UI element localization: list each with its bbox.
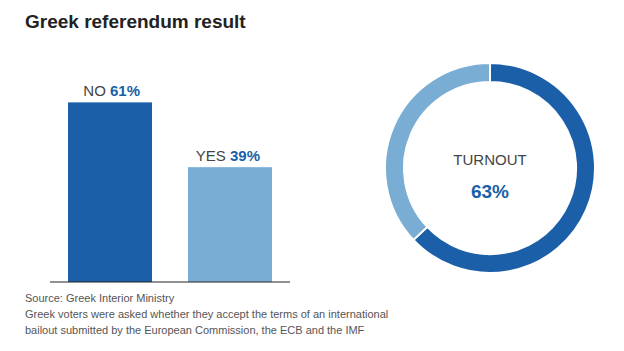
donut-value: 63%	[471, 181, 509, 202]
source-note: bailout submitted by the European Commis…	[25, 324, 365, 336]
bar	[188, 167, 272, 282]
baseline	[50, 282, 290, 283]
data-label: 39%	[230, 147, 260, 164]
bar-labels: NO 61% YES 39%	[83, 82, 260, 164]
bar	[68, 102, 152, 282]
donut-label: TURNOUT	[453, 151, 526, 168]
source-note: Greek voters were asked whether they acc…	[25, 308, 388, 320]
title: Greek referendum result	[25, 11, 246, 32]
category-label: YES	[196, 147, 230, 164]
chart: Greek referendum result NO 61% YES 39% Sour…	[0, 0, 624, 351]
source-note: Source: Greek Interior Ministry	[25, 292, 175, 304]
category-label: NO	[83, 82, 110, 99]
bars	[68, 102, 272, 282]
data-label: 61%	[110, 82, 140, 99]
donut	[385, 63, 595, 273]
